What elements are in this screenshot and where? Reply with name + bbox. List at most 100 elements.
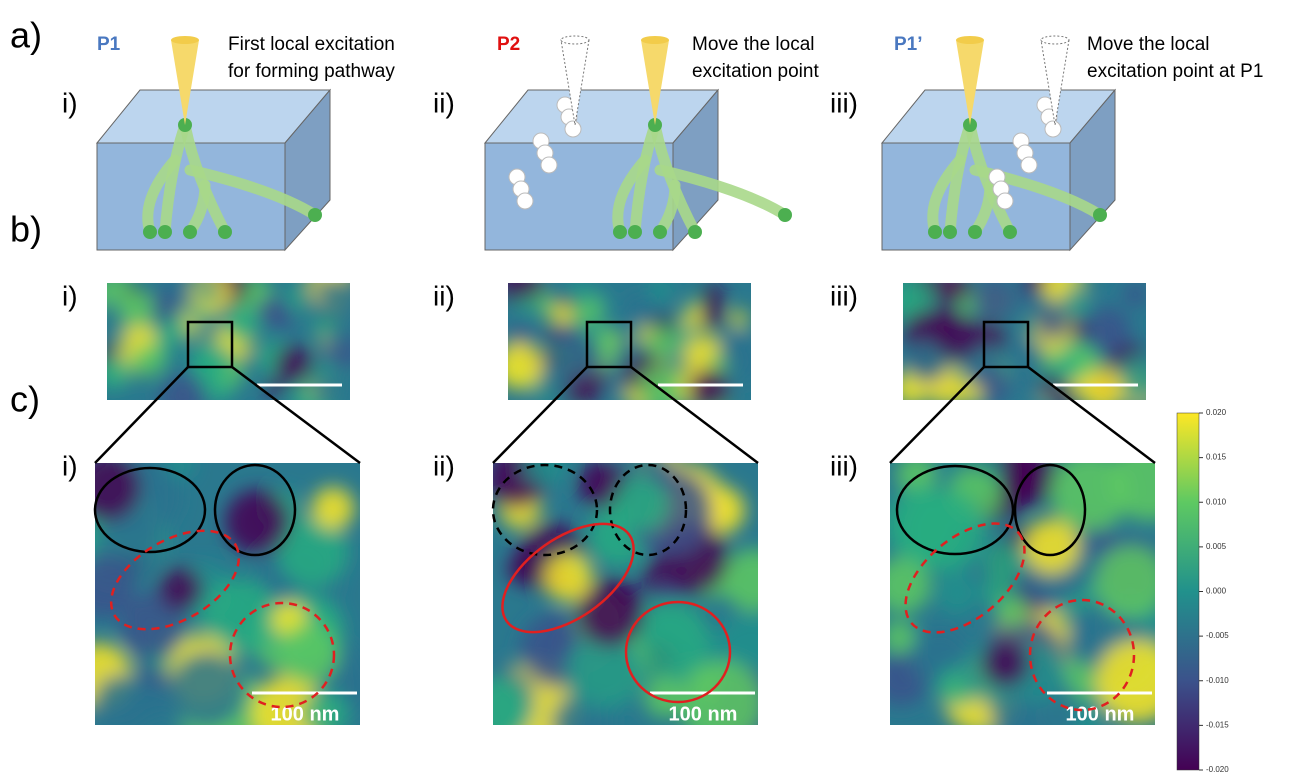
roman-label: i) [62, 87, 78, 118]
colorbar-tick-label: 0.000 [1206, 587, 1227, 596]
node [928, 225, 942, 239]
node [143, 225, 157, 239]
blob [646, 325, 679, 358]
blob [614, 477, 669, 532]
white-node [541, 157, 557, 173]
condition-tag: P1 [97, 34, 121, 55]
node [653, 225, 667, 239]
blob [982, 640, 1029, 687]
caption: First local excitation [228, 34, 395, 55]
blob [169, 651, 246, 728]
heatmap [461, 440, 794, 755]
scale-label: 500 nm [271, 397, 340, 419]
node [688, 225, 702, 239]
cone-top [956, 36, 984, 44]
panel-label: c) [10, 379, 40, 420]
blob [1041, 272, 1070, 301]
white-node [565, 121, 581, 137]
node [613, 225, 627, 239]
roman-label: i) [62, 280, 78, 311]
white-node [997, 193, 1013, 209]
blob [731, 310, 748, 327]
roman-label: ii) [433, 280, 455, 311]
blob [902, 489, 985, 572]
node [158, 225, 172, 239]
roman-label: iii) [830, 87, 858, 118]
heatmap [495, 262, 759, 416]
scale-label: 500 nm [672, 397, 741, 419]
blob [718, 332, 754, 368]
blob [984, 542, 1027, 585]
caption: for forming pathway [228, 61, 395, 82]
roman-label: i) [62, 450, 78, 481]
blob [312, 487, 355, 530]
blob [1008, 339, 1046, 377]
blob [1124, 283, 1148, 307]
blob [159, 567, 203, 611]
node [968, 225, 982, 239]
blob [565, 278, 593, 306]
blob [722, 549, 785, 612]
blob [159, 374, 207, 422]
blob [1094, 545, 1167, 618]
cone-top [1041, 36, 1069, 44]
blob [71, 554, 135, 618]
blob [700, 284, 724, 308]
condition-tag: P2 [497, 34, 520, 55]
blob [326, 328, 348, 350]
colorbar-tick-label: -0.020 [1206, 765, 1229, 774]
blob [119, 290, 154, 325]
node [1003, 225, 1017, 239]
node [218, 225, 232, 239]
roman-label: ii) [433, 450, 455, 481]
colorbar-tick-label: 0.015 [1206, 453, 1227, 462]
blob [940, 272, 970, 302]
colorbar-tick-label: 0.005 [1206, 542, 1227, 551]
cone-top [641, 36, 669, 44]
colorbar-tick-label: -0.005 [1206, 631, 1229, 640]
colorbar [1177, 413, 1199, 770]
white-node [1045, 121, 1061, 137]
caption: Move the local [692, 34, 815, 55]
node [308, 208, 322, 222]
cone-top [171, 36, 199, 44]
roman-label: iii) [830, 450, 858, 481]
white-node [517, 193, 533, 209]
caption: excitation point [692, 61, 819, 82]
colorbar-tick-label: -0.015 [1206, 720, 1229, 729]
roman-label: iii) [830, 280, 858, 311]
blob [495, 342, 542, 389]
panel-label: b) [10, 209, 42, 250]
blob [93, 674, 153, 734]
blob [197, 278, 220, 301]
blob [998, 596, 1028, 626]
roman-label: ii) [433, 87, 455, 118]
blob [552, 305, 573, 326]
node [943, 225, 957, 239]
blob [131, 344, 164, 377]
scale-label: 100 nm [669, 703, 738, 725]
colorbar-tick-label: 0.010 [1206, 497, 1227, 506]
heatmap [891, 264, 1161, 412]
caption: Move the local [1087, 34, 1210, 55]
scale-label: 100 nm [1066, 703, 1135, 725]
blob [508, 553, 541, 586]
heatmap [873, 437, 1190, 754]
blob [225, 306, 261, 342]
blob [256, 296, 287, 327]
body: a) b) c) i)P1First local excitationfor f… [0, 0, 1291, 779]
colorbar-tick-label: 0.020 [1206, 408, 1227, 417]
white-node [1021, 157, 1037, 173]
blob [1083, 307, 1131, 355]
panels: i) P1 First local excitation for forming pa… [62, 34, 1263, 758]
colorbar-ticks: 0.0200.0150.0100.0050.000-0.005-0.010-0.… [1199, 408, 1229, 774]
blob [189, 341, 230, 382]
scale-label: 500 nm [1067, 397, 1136, 419]
cone-top [561, 36, 589, 44]
blob [96, 355, 131, 390]
scale-label: 100 nm [271, 703, 340, 725]
blob [648, 277, 673, 302]
condition-tag: P1’ [894, 34, 923, 55]
blob [1072, 347, 1096, 371]
blob [934, 313, 982, 361]
